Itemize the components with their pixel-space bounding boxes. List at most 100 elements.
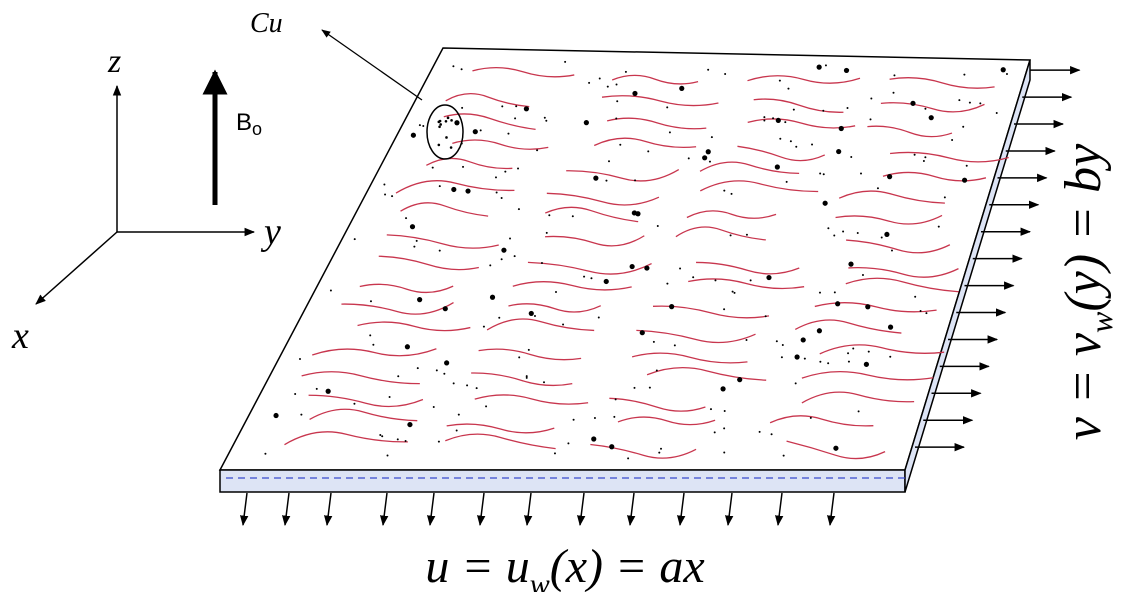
nanoparticle — [379, 434, 382, 437]
nanoparticle — [779, 137, 782, 140]
nanoparticle — [629, 263, 635, 270]
nanoparticle — [384, 193, 387, 196]
nanoparticle — [613, 415, 616, 418]
nanoparticle — [437, 440, 440, 443]
fiber — [814, 302, 937, 313]
fiber — [609, 397, 706, 412]
fiber — [593, 137, 697, 149]
nanoparticle — [731, 290, 734, 293]
nanoparticle — [517, 208, 520, 211]
fiber — [747, 75, 861, 84]
nanoparticle — [937, 225, 940, 228]
fiber — [359, 283, 454, 294]
fiber — [696, 261, 800, 275]
fiber — [512, 281, 632, 291]
nanoparticle — [822, 109, 825, 112]
fiber — [845, 277, 959, 293]
nanoparticle — [543, 116, 546, 119]
fiber — [312, 348, 437, 357]
nanoparticle — [298, 357, 301, 360]
fiber — [486, 318, 595, 332]
nanoparticle — [631, 210, 637, 216]
nanoparticle — [713, 431, 716, 434]
nanoparticle — [723, 409, 726, 412]
nanoparticle — [634, 179, 637, 182]
nanoparticle — [418, 124, 421, 127]
particle-label: Cu — [250, 8, 283, 39]
nanoparticle — [745, 338, 748, 341]
nanoparticle — [822, 173, 825, 176]
particle-cluster — [426, 104, 464, 160]
nanoparticle — [416, 367, 419, 370]
fiber — [508, 303, 602, 313]
nanoparticle — [435, 369, 438, 372]
nanoparticle — [397, 375, 400, 378]
nanoparticle — [540, 262, 543, 265]
nanoparticle — [730, 192, 733, 195]
nanoparticle — [968, 101, 971, 104]
fiber — [566, 168, 680, 182]
nanoparticle — [720, 386, 726, 392]
fiber — [794, 319, 902, 334]
fiber — [688, 278, 805, 290]
nanoparticle — [495, 191, 498, 194]
nanoparticle — [770, 433, 773, 436]
fiber — [471, 372, 573, 387]
nanoparticle — [590, 277, 593, 280]
nanoparticle — [836, 148, 842, 155]
plate-side — [904, 59, 1031, 493]
nanoparticle — [979, 102, 982, 105]
nanoparticle — [455, 429, 458, 432]
nanoparticle — [880, 236, 883, 239]
stretch-arrow — [477, 492, 486, 527]
nanoparticle — [407, 421, 413, 428]
nanoparticle — [1005, 72, 1008, 75]
nanoparticle — [710, 136, 713, 139]
nanoparticle — [1000, 67, 1006, 73]
fiber — [527, 261, 652, 275]
nanoparticle — [861, 274, 864, 277]
nanoparticle — [369, 300, 372, 303]
nanoparticle — [353, 238, 356, 241]
nanoparticle — [472, 129, 478, 135]
nanoparticle — [300, 413, 303, 416]
nanoparticle — [723, 427, 726, 430]
fiber — [889, 151, 1009, 163]
nanoparticle — [572, 418, 575, 421]
fiber — [636, 329, 756, 344]
nanoparticle — [963, 73, 966, 76]
plate-top — [218, 47, 1032, 471]
eq-sub: w — [530, 568, 550, 592]
nanoparticle — [438, 185, 441, 188]
nanoparticle — [619, 143, 622, 146]
nanoparticle — [315, 387, 318, 390]
nanoparticle — [533, 314, 536, 317]
nanoparticle — [513, 255, 516, 258]
nanoparticle — [445, 136, 448, 139]
nanoparticle — [413, 245, 416, 248]
fiber — [753, 98, 844, 113]
nanoparticle — [800, 337, 806, 343]
fiber — [801, 370, 934, 381]
nanoparticle — [794, 354, 800, 360]
nanoparticle — [452, 382, 455, 385]
nanoparticle — [545, 231, 548, 234]
nanoparticle — [545, 119, 548, 122]
fiber — [769, 415, 874, 427]
stretch-arrow — [677, 492, 686, 527]
nanoparticle — [965, 164, 968, 167]
stretch-arrow — [282, 492, 291, 527]
nanoparticle — [666, 106, 669, 109]
nanoparticle — [525, 376, 528, 379]
nanoparticle — [294, 393, 297, 396]
fiber — [546, 192, 660, 206]
fiber — [378, 255, 479, 271]
nanoparticle — [608, 160, 611, 163]
nanoparticle — [388, 396, 391, 399]
nanoparticle — [644, 265, 650, 271]
nanoparticle — [369, 334, 372, 337]
nanoparticle — [733, 291, 736, 294]
nanoparticle — [811, 143, 814, 146]
nanoparticle — [763, 116, 766, 119]
